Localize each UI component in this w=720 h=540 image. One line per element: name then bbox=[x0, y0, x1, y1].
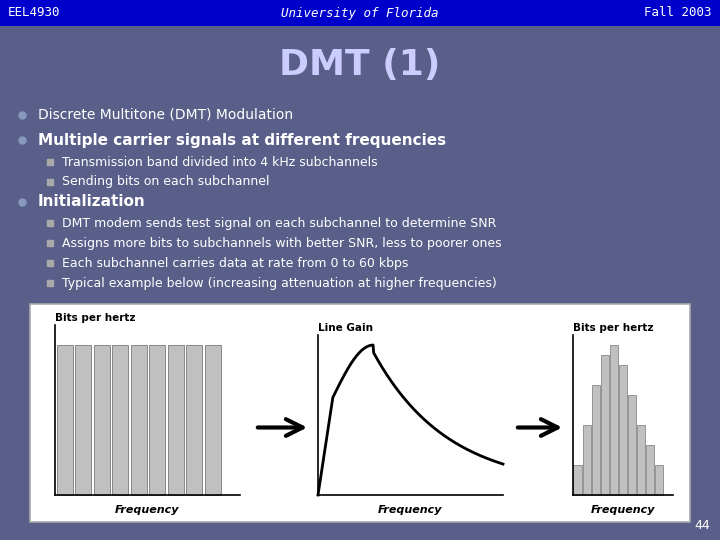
Bar bbox=[149, 345, 165, 495]
Text: Frequency: Frequency bbox=[115, 505, 180, 515]
Text: Assigns more bits to subchannels with better SNR, less to poorer ones: Assigns more bits to subchannels with be… bbox=[62, 237, 502, 249]
Text: Sending bits on each subchannel: Sending bits on each subchannel bbox=[62, 176, 269, 188]
Text: Each subchannel carries data at rate from 0 to 60 kbps: Each subchannel carries data at rate fro… bbox=[62, 256, 408, 269]
Text: Line Gain: Line Gain bbox=[318, 323, 373, 333]
Bar bbox=[655, 465, 663, 495]
Text: Typical example below (increasing attenuation at higher frequencies): Typical example below (increasing attenu… bbox=[62, 276, 497, 289]
Bar bbox=[628, 395, 636, 495]
Text: Bits per hertz: Bits per hertz bbox=[55, 313, 135, 323]
Bar bbox=[646, 445, 654, 495]
Bar bbox=[131, 345, 147, 495]
Text: University of Florida: University of Florida bbox=[282, 6, 438, 19]
Bar bbox=[112, 345, 128, 495]
Text: DMT (1): DMT (1) bbox=[279, 48, 441, 82]
Text: Fall 2003: Fall 2003 bbox=[644, 6, 712, 19]
Bar bbox=[57, 345, 73, 495]
Text: DMT modem sends test signal on each subchannel to determine SNR: DMT modem sends test signal on each subc… bbox=[62, 217, 496, 230]
Bar bbox=[94, 345, 109, 495]
Text: Transmission band divided into 4 kHz subchannels: Transmission band divided into 4 kHz sub… bbox=[62, 156, 377, 168]
Bar bbox=[573, 465, 582, 495]
Text: EEL4930: EEL4930 bbox=[8, 6, 60, 19]
Bar bbox=[76, 345, 91, 495]
Bar bbox=[0, 0, 720, 26]
Text: Bits per hertz: Bits per hertz bbox=[573, 323, 654, 333]
Text: Multiple carrier signals at different frequencies: Multiple carrier signals at different fr… bbox=[38, 132, 446, 147]
Bar bbox=[619, 365, 627, 495]
Text: Discrete Multitone (DMT) Modulation: Discrete Multitone (DMT) Modulation bbox=[38, 108, 293, 122]
Bar bbox=[205, 345, 220, 495]
Bar bbox=[582, 425, 590, 495]
Bar bbox=[610, 345, 618, 495]
Bar bbox=[168, 345, 184, 495]
Text: Frequency: Frequency bbox=[590, 505, 655, 515]
Text: Initialization: Initialization bbox=[38, 194, 145, 210]
Bar bbox=[30, 304, 690, 522]
Bar bbox=[637, 425, 645, 495]
Bar bbox=[600, 355, 609, 495]
Text: 44: 44 bbox=[694, 519, 710, 532]
Bar bbox=[186, 345, 202, 495]
Bar bbox=[592, 385, 600, 495]
Text: Frequency: Frequency bbox=[378, 505, 443, 515]
